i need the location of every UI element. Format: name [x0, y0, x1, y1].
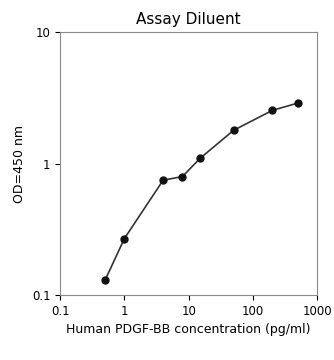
Y-axis label: OD=450 nm: OD=450 nm	[13, 125, 26, 203]
Title: Assay Diluent: Assay Diluent	[136, 12, 241, 27]
X-axis label: Human PDGF-BB concentration (pg/ml): Human PDGF-BB concentration (pg/ml)	[66, 324, 311, 337]
